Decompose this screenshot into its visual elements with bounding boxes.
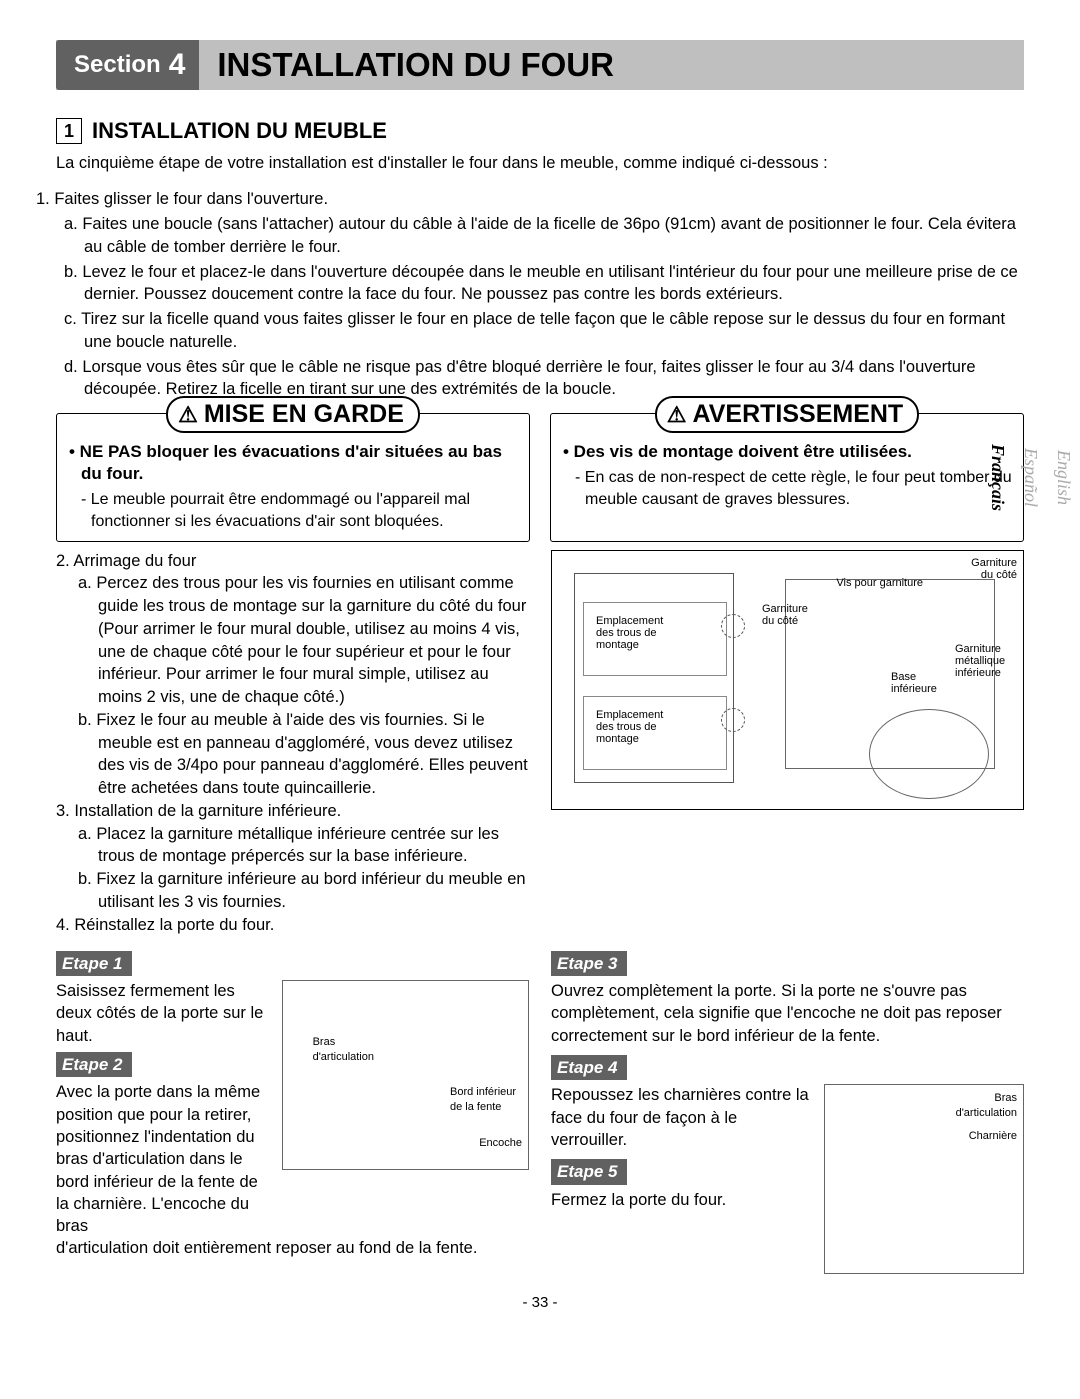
step-1-title: 1. Faites glisser le four dans l'ouvertu…	[56, 188, 1024, 211]
warning-title-text: AVERTISSEMENT	[693, 400, 904, 429]
diagram-label: Garniture du côté	[957, 557, 1017, 581]
step-3b: b. Fixez la garniture inférieure au bord…	[56, 868, 529, 914]
lang-english[interactable]: English	[1047, 430, 1080, 525]
warning-body: - En cas de non-respect de cette règle, …	[561, 467, 1013, 510]
step-3-title: 3. Installation de la garniture inférieu…	[56, 800, 529, 823]
section-title: INSTALLATION DU FOUR	[199, 40, 632, 90]
section-label: Section 4	[56, 40, 199, 90]
fig-label: Bras d'articulation	[947, 1091, 1017, 1121]
step-2a: a. Percez des trous pour les vis fournie…	[56, 572, 529, 709]
oven-diagram: Emplacement des trous de montage Emplace…	[551, 550, 1024, 810]
etape-3-text: Ouvrez complètement la porte. Si la port…	[551, 980, 1024, 1047]
step-2-title: 2. Arrimage du four	[56, 550, 529, 573]
warning-title: ⚠ AVERTISSEMENT	[655, 396, 919, 433]
language-tabs: English Español Français	[981, 430, 1080, 525]
subsection-heading: 1 INSTALLATION DU MEUBLE	[56, 118, 1024, 144]
step-1c: c. Tirez sur la ficelle quand vous faite…	[84, 308, 1024, 354]
etape-4-label: Etape 4	[551, 1055, 627, 1080]
diagram-label: Vis pour garniture	[836, 577, 923, 589]
fig-label: Encoche	[479, 1136, 522, 1151]
caution-body: - Le meuble pourrait être endommagé ou l…	[67, 489, 519, 532]
fig-label: Bord inférieur de la fente	[450, 1085, 522, 1115]
etape-2-text-full: d'articulation doit entièrement reposer …	[56, 1237, 529, 1259]
left-column: 2. Arrimage du four a. Percez des trous …	[56, 550, 529, 937]
warning-icon: ⚠	[178, 402, 198, 428]
etape-1-label: Etape 1	[56, 951, 132, 976]
caution-title-text: MISE EN GARDE	[204, 400, 404, 429]
diagram-label: Emplacement des trous de montage	[596, 709, 674, 745]
etape-5-label: Etape 5	[551, 1159, 627, 1184]
fig-label: Bras d'articulation	[313, 1035, 383, 1065]
section-header: Section 4 INSTALLATION DU FOUR	[56, 40, 1024, 90]
diagram-label: Base inférieure	[891, 671, 945, 695]
section-word: Section	[74, 51, 161, 79]
etape-3-label: Etape 3	[551, 951, 627, 976]
etape-2-figure: Bras d'articulation Bord inférieur de la…	[282, 980, 529, 1170]
warning-heading: • Des vis de montage doivent être utilis…	[561, 441, 1013, 463]
subsection-title: INSTALLATION DU MEUBLE	[92, 118, 387, 144]
step-3a: a. Placez la garniture métallique inféri…	[56, 823, 529, 869]
lang-espanol[interactable]: Español	[1014, 430, 1047, 525]
etape-2-text-partial: Avec la porte dans la même position que …	[56, 1081, 274, 1237]
etape-4-text: Repoussez les charnières contre la face …	[551, 1084, 811, 1151]
fig-label: Charnière	[969, 1129, 1017, 1144]
right-column-diagram: Emplacement des trous de montage Emplace…	[551, 550, 1024, 937]
step-1-block: 1. Faites glisser le four dans l'ouvertu…	[56, 188, 1024, 401]
page-number: - 33 -	[56, 1294, 1024, 1311]
subsection-number-box: 1	[56, 118, 82, 144]
step-1d: d. Lorsque vous êtes sûr que le câble ne…	[84, 356, 1024, 402]
diagram-label: Garniture du côté	[762, 603, 812, 627]
lang-francais[interactable]: Français	[981, 430, 1014, 525]
caution-title: ⚠ MISE EN GARDE	[166, 396, 420, 433]
etape-left-column: Etape 1 Saisissez fermement les deux côt…	[56, 943, 529, 1275]
section-number: 4	[169, 48, 186, 82]
etape-2-label: Etape 2	[56, 1052, 132, 1077]
step-1a: a. Faites une boucle (sans l'attacher) a…	[84, 213, 1024, 259]
step-4-title: 4. Réinstallez la porte du four.	[56, 914, 529, 937]
caution-box: ⚠ MISE EN GARDE • NE PAS bloquer les éva…	[56, 413, 530, 541]
warning-box: ⚠ AVERTISSEMENT • Des vis de montage doi…	[550, 413, 1024, 541]
step-1b: b. Levez le four et placez-le dans l'ouv…	[84, 261, 1024, 307]
step-2b: b. Fixez le four au meuble à l'aide des …	[56, 709, 529, 800]
intro-text: La cinquième étape de votre installation…	[56, 152, 1024, 174]
warning-icon: ⚠	[667, 402, 687, 428]
etape-4-figure: Bras d'articulation Charnière	[824, 1084, 1024, 1274]
diagram-label: Garniture métallique inférieure	[955, 643, 1017, 679]
etape-right-column: Etape 3 Ouvrez complètement la porte. Si…	[551, 943, 1024, 1275]
diagram-label: Emplacement des trous de montage	[596, 615, 674, 651]
caution-heading: • NE PAS bloquer les évacuations d'air s…	[67, 441, 519, 485]
